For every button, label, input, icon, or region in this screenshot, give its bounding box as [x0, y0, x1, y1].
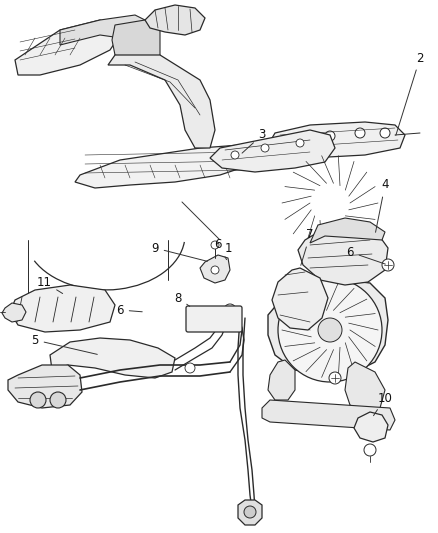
Polygon shape [354, 412, 388, 442]
Circle shape [261, 144, 269, 152]
Polygon shape [50, 338, 175, 378]
Text: 2: 2 [396, 52, 424, 135]
Text: 6: 6 [214, 238, 226, 260]
Polygon shape [15, 20, 120, 75]
Polygon shape [2, 303, 26, 322]
Circle shape [278, 278, 382, 382]
Circle shape [355, 128, 365, 138]
Polygon shape [310, 218, 385, 243]
Circle shape [325, 131, 335, 141]
Text: 11: 11 [36, 276, 63, 294]
Polygon shape [268, 122, 405, 158]
Text: 8: 8 [174, 292, 190, 306]
Circle shape [211, 266, 219, 274]
Polygon shape [268, 360, 295, 400]
Text: 4: 4 [375, 179, 389, 232]
Polygon shape [75, 145, 255, 188]
Circle shape [185, 363, 195, 373]
Text: 5: 5 [31, 334, 97, 354]
Polygon shape [145, 5, 205, 35]
Polygon shape [345, 362, 385, 412]
Polygon shape [200, 255, 230, 283]
Text: 6: 6 [116, 303, 142, 317]
Text: 6: 6 [346, 246, 385, 264]
Polygon shape [298, 225, 388, 285]
Circle shape [329, 372, 341, 384]
Polygon shape [268, 280, 388, 375]
Circle shape [296, 139, 304, 147]
Polygon shape [108, 55, 215, 148]
Polygon shape [262, 400, 395, 430]
Circle shape [364, 444, 376, 456]
Circle shape [244, 506, 256, 518]
Circle shape [30, 392, 46, 408]
Circle shape [211, 241, 219, 249]
Polygon shape [272, 268, 328, 330]
Text: 3: 3 [242, 128, 266, 153]
Circle shape [224, 304, 236, 316]
Circle shape [231, 151, 239, 159]
Text: 10: 10 [374, 392, 392, 416]
Text: 9: 9 [151, 241, 207, 261]
Circle shape [290, 137, 300, 147]
Polygon shape [238, 500, 262, 525]
Circle shape [318, 318, 342, 342]
Polygon shape [112, 20, 160, 65]
FancyBboxPatch shape [186, 306, 242, 332]
Circle shape [380, 128, 390, 138]
Text: 1: 1 [182, 202, 232, 254]
Circle shape [382, 259, 394, 271]
Polygon shape [60, 15, 145, 45]
Polygon shape [10, 285, 115, 332]
Polygon shape [210, 130, 335, 172]
Polygon shape [8, 365, 82, 408]
Text: 7: 7 [301, 229, 314, 265]
Circle shape [50, 392, 66, 408]
